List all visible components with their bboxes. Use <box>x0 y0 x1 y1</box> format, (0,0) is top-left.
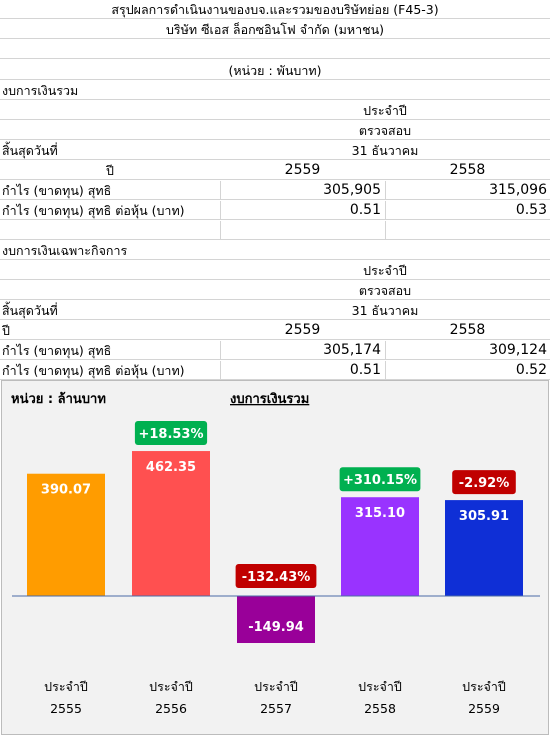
consolidated-eps-2558: 0.53 <box>515 202 547 218</box>
change-badge-label: +18.53% <box>138 427 203 442</box>
consolidated-net-profit-row: กำไร (ขาดทุน) สุทธิ 305,905 315,096 <box>0 181 550 200</box>
category-label: ประจำปี <box>254 679 298 694</box>
category-label: ประจำปี <box>358 679 402 694</box>
consolidated-section-row: งบการเงินรวม <box>0 81 550 100</box>
separate-net-profit-2559: 305,174 <box>323 342 381 358</box>
consolidated-year-row: ปี 2559 2558 <box>0 161 550 180</box>
separate-year-label: ปี <box>2 323 10 338</box>
change-badge <box>339 467 421 492</box>
consolidated-eps-label: กำไร (ขาดทุน) สุทธิ ต่อหุ้น (บาท) <box>2 203 185 218</box>
change-badge <box>452 470 516 495</box>
separate-year-1: 2559 <box>284 322 321 338</box>
consolidated-audit-row: ตรวจสอบ <box>0 121 550 140</box>
bar <box>132 451 210 596</box>
separate-net-profit-row: กำไร (ขาดทุน) สุทธิ 305,174 309,124 <box>0 341 550 360</box>
chart-title: งบการเงินรวม <box>230 392 309 407</box>
chart-panel: หน่วย : ล้านบาท งบการเงินรวม 390.07 ประจำ… <box>1 380 549 735</box>
bar-value-label: 315.10 <box>355 506 405 521</box>
change-badge-label: -132.43% <box>242 570 311 585</box>
consolidated-eps-2559: 0.51 <box>349 202 381 218</box>
consolidated-ending-date: 31 ธันวาคม <box>351 143 419 158</box>
category-label: ประจำปี <box>44 679 88 694</box>
bar <box>445 500 523 596</box>
consolidated-year-2: 2558 <box>449 162 486 178</box>
unit-label: (หน่วย : พันบาท) <box>228 63 322 78</box>
separate-ending-label: สิ้นสุดวันที่ <box>2 303 58 318</box>
blank-row <box>0 221 550 240</box>
separate-net-profit-2558: 309,124 <box>489 342 547 358</box>
consolidated-year-label: ปี <box>106 163 114 178</box>
consolidated-eps-row: กำไร (ขาดทุน) สุทธิ ต่อหุ้น (บาท) 0.51 0… <box>0 201 550 220</box>
consolidated-net-profit-2558: 315,096 <box>489 182 547 198</box>
consolidated-period-row: ประจำปี <box>0 101 550 120</box>
separate-ending-date: 31 ธันวาคม <box>351 303 419 318</box>
bar-chart: หน่วย : ล้านบาท งบการเงินรวม 390.07 ประจำ… <box>11 391 540 716</box>
consolidated-period: ประจำปี <box>363 103 407 118</box>
title-row: สรุปผลการดำเนินงานของบจ.และรวมของบริษัทย… <box>0 0 550 19</box>
separate-period: ประจำปี <box>363 263 407 278</box>
separate-section-label: งบการเงินเฉพาะกิจการ <box>2 243 128 258</box>
category-year-label: 2556 <box>155 701 187 716</box>
report-title: สรุปผลการดำเนินงานของบจ.และรวมของบริษัทย… <box>111 2 439 17</box>
company-row: บริษัท ซีเอส ล็อกซอินโฟ จำกัด (มหาชน) <box>0 20 550 39</box>
separate-eps-label: กำไร (ขาดทุน) สุทธิ ต่อหุ้น (บาท) <box>2 363 185 378</box>
separate-net-profit-label: กำไร (ขาดทุน) สุทธิ <box>2 343 112 358</box>
separate-audit: ตรวจสอบ <box>358 283 412 298</box>
category-label: ประจำปี <box>462 679 506 694</box>
bar <box>27 473 105 596</box>
separate-audit-row: ตรวจสอบ <box>0 281 550 300</box>
consolidated-section-label: งบการเงินรวม <box>2 83 79 98</box>
change-badge-label: +310.15% <box>343 473 417 488</box>
unit-row: (หน่วย : พันบาท) <box>0 61 550 80</box>
separate-eps-2558: 0.52 <box>515 362 547 378</box>
category-year-label: 2559 <box>468 701 500 716</box>
chart-unit-label: หน่วย : ล้านบาท <box>11 391 106 407</box>
bar <box>341 497 419 596</box>
separate-ending-row: สิ้นสุดวันที่ 31 ธันวาคม <box>0 301 550 320</box>
separate-eps-2559: 0.51 <box>349 362 381 378</box>
consolidated-net-profit-label: กำไร (ขาดทุน) สุทธิ <box>2 183 112 198</box>
change-badge-label: -2.92% <box>459 476 510 491</box>
consolidated-year-1: 2559 <box>284 162 321 178</box>
bar <box>237 596 315 644</box>
bar-value-label: 462.35 <box>146 460 196 475</box>
category-year-label: 2558 <box>364 701 396 716</box>
consolidated-net-profit-2559: 305,905 <box>323 182 381 198</box>
category-year-label: 2555 <box>50 701 82 716</box>
bar-value-label: 305.91 <box>459 509 509 524</box>
change-badge <box>235 564 317 588</box>
category-year-label: 2557 <box>260 701 292 716</box>
category-label: ประจำปี <box>149 679 193 694</box>
consolidated-audit: ตรวจสอบ <box>358 123 412 138</box>
bar-value-label: 390.07 <box>41 483 91 498</box>
consolidated-ending-label: สิ้นสุดวันที่ <box>2 143 58 158</box>
separate-eps-row: กำไร (ขาดทุน) สุทธิ ต่อหุ้น (บาท) 0.51 0… <box>0 361 550 380</box>
separate-year-row: ปี 2559 2558 <box>0 321 550 340</box>
separate-section-row: งบการเงินเฉพาะกิจการ <box>0 241 550 260</box>
company-name: บริษัท ซีเอส ล็อกซอินโฟ จำกัด (มหาชน) <box>165 22 385 37</box>
separate-year-2: 2558 <box>449 322 486 338</box>
blank-row <box>0 40 550 59</box>
consolidated-ending-row: สิ้นสุดวันที่ 31 ธันวาคม <box>0 141 550 160</box>
change-badge <box>134 421 208 446</box>
bar-value-label: -149.94 <box>248 620 304 635</box>
separate-period-row: ประจำปี <box>0 261 550 280</box>
